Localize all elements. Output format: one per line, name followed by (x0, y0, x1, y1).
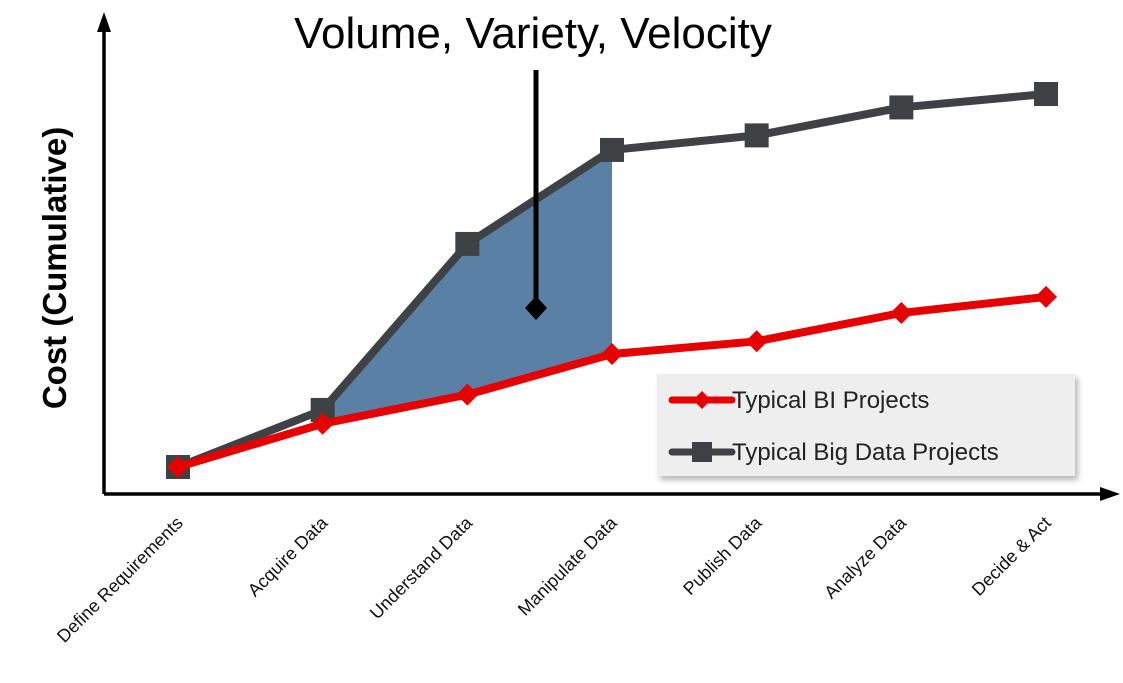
legend-marker-diamond-icon (693, 391, 711, 409)
legend-label-bigdata: Typical Big Data Projects (732, 439, 999, 466)
axes (97, 12, 1120, 501)
legend: Typical BI Projects Typical Big Data Pro… (657, 374, 1075, 476)
data-point-bi (601, 342, 623, 365)
annotation-pointer-diamond-icon (525, 296, 547, 320)
legend-item-bi: Typical BI Projects (668, 387, 929, 414)
x-tick-label: Define Requirements (53, 513, 187, 647)
data-point-bigdata (1034, 82, 1058, 106)
data-point-bi (890, 301, 913, 324)
y-axis-arrow-icon (97, 12, 111, 32)
x-tick-label: Decide & Act (968, 513, 1055, 600)
data-point-bi (1035, 285, 1057, 308)
x-tick-label: Manipulate Data (514, 512, 622, 620)
legend-box (657, 374, 1075, 476)
legend-marker-square-icon (692, 442, 712, 462)
data-point-bigdata (455, 231, 480, 256)
data-point-bigdata (889, 95, 914, 120)
legend-label-bi: Typical BI Projects (732, 387, 929, 414)
data-point-bi (456, 383, 479, 406)
data-point-bigdata (600, 137, 624, 162)
data-point-bigdata (744, 123, 769, 148)
annotation: Volume, Variety, Velocity (294, 9, 772, 320)
shaded-cost-gap (322, 149, 612, 424)
x-tick-label: Analyze Data (820, 512, 911, 603)
series-layer (166, 82, 1058, 479)
data-point-bi (167, 456, 189, 478)
data-point-bi (311, 412, 334, 435)
annotation-text: Volume, Variety, Velocity (294, 9, 772, 58)
x-tick-label: Understand Data (366, 512, 477, 623)
legend-item-bigdata: Typical Big Data Projects (668, 439, 999, 466)
x-axis-arrow-icon (1100, 487, 1120, 501)
x-tick-labels: Define Requirements Acquire Data Understan… (53, 512, 1055, 646)
x-tick-label: Acquire Data (244, 512, 332, 600)
y-axis-label: Cost (Cumulative) (36, 127, 73, 409)
data-point-bi (745, 330, 768, 353)
x-tick-label: Publish Data (679, 512, 766, 599)
